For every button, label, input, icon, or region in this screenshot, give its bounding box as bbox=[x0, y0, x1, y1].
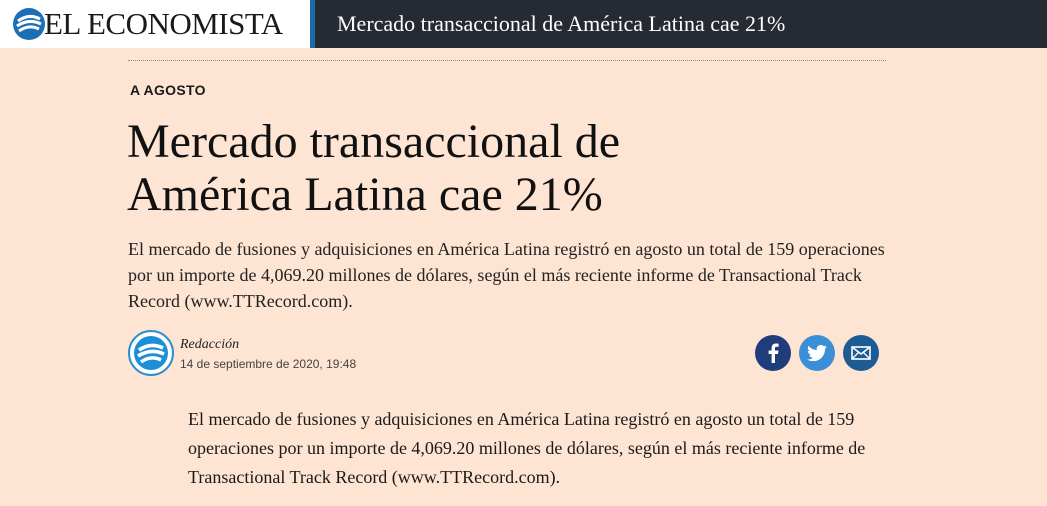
top-bar: EL ECONOMISTA Mercado transaccional de A… bbox=[0, 0, 1047, 48]
accent-bar bbox=[310, 0, 315, 48]
author-avatar[interactable] bbox=[128, 330, 174, 376]
share-twitter-button[interactable] bbox=[799, 335, 835, 371]
publish-date: 14 de septiembre de 2020, 19:48 bbox=[180, 357, 357, 371]
article-headline: Mercado transaccional de América Latina … bbox=[127, 115, 621, 221]
logo-text: EL ECONOMISTA bbox=[44, 6, 283, 41]
email-icon bbox=[851, 346, 871, 360]
article-kicker[interactable]: A AGOSTO bbox=[130, 82, 206, 98]
site-logo[interactable]: EL ECONOMISTA bbox=[0, 0, 310, 48]
twitter-icon bbox=[807, 345, 827, 361]
share-facebook-button[interactable] bbox=[755, 335, 791, 371]
facebook-icon bbox=[768, 343, 779, 363]
logo-globe-icon bbox=[13, 8, 45, 40]
author-name[interactable]: Redacción bbox=[180, 337, 240, 352]
share-email-button[interactable] bbox=[843, 335, 879, 371]
topbar-article-title: Mercado transaccional de América Latina … bbox=[337, 11, 786, 36]
section-divider bbox=[128, 60, 886, 61]
article-standfirst: El mercado de fusiones y adquisiciones e… bbox=[128, 239, 885, 311]
article-body-paragraph: El mercado de fusiones y adquisiciones e… bbox=[188, 409, 866, 487]
